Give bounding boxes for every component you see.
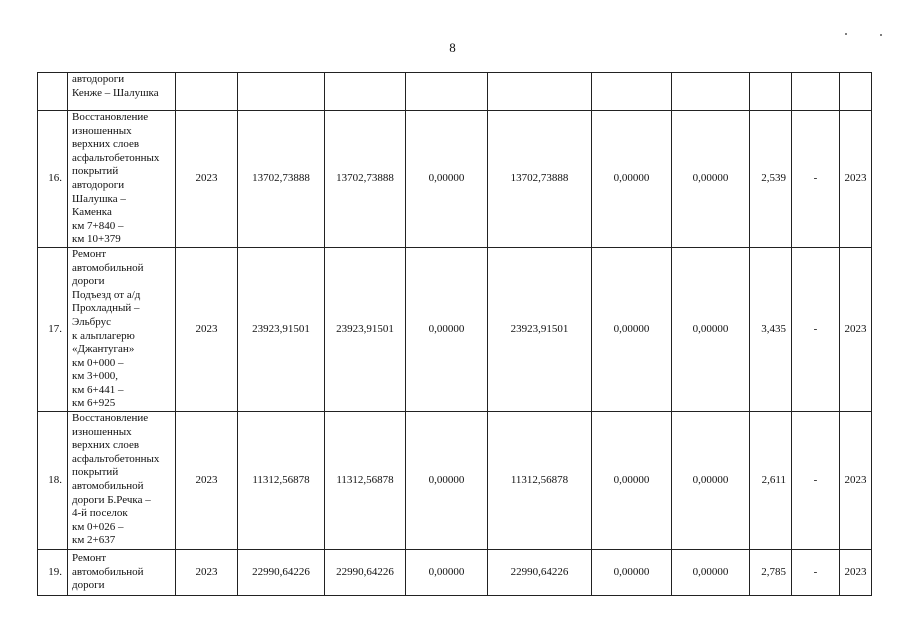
cell-3: 0,00000 [405, 246, 488, 413]
cell-2: 22990,64226 [324, 549, 406, 597]
cell-7 [749, 72, 792, 111]
cell-4: 23923,91501 [487, 246, 592, 413]
cell-5: 0,00000 [591, 246, 672, 413]
object-name: автодороги Кенже – Шалушка [67, 72, 176, 111]
table-row: 17. Ремонт автомобильной дороги Подъезд о… [37, 246, 872, 413]
row-number: 19. [37, 549, 68, 597]
cell-2: 13702,73888 [324, 110, 406, 248]
cell-9: 2023 [839, 549, 872, 597]
cell-0: 2023 [175, 549, 238, 597]
object-name: Ремонт автомобильной дороги [67, 549, 176, 597]
cell-6: 0,00000 [671, 110, 750, 248]
table-row: 16. Восстановление изношенных верхних сло… [37, 110, 872, 248]
cell-2 [324, 72, 406, 111]
cell-7: 2,611 [749, 411, 792, 551]
cell-1: 23923,91501 [237, 246, 325, 413]
cell-5 [591, 72, 672, 111]
row-number: 17. [37, 246, 68, 413]
cell-9: 2023 [839, 110, 872, 248]
cell-9: 2023 [839, 246, 872, 413]
row-number: 16. [37, 110, 68, 248]
cell-3: 0,00000 [405, 549, 488, 597]
cell-2: 23923,91501 [324, 246, 406, 413]
row-number [37, 72, 68, 111]
cell-0 [175, 72, 238, 111]
cell-5: 0,00000 [591, 110, 672, 248]
cell-4: 22990,64226 [487, 549, 592, 597]
cell-3: 0,00000 [405, 411, 488, 551]
cell-0: 2023 [175, 246, 238, 413]
cell-6: 0,00000 [671, 246, 750, 413]
object-name: Восстановление изношенных верхних слоев … [67, 411, 176, 551]
cell-5: 0,00000 [591, 411, 672, 551]
cell-8 [791, 72, 840, 111]
cell-1 [237, 72, 325, 111]
cell-3 [405, 72, 488, 111]
cell-4: 13702,73888 [487, 110, 592, 248]
scan-speck [845, 33, 847, 35]
scan-speck [880, 34, 882, 36]
object-name: Восстановление изношенных верхних слоев … [67, 110, 176, 248]
cell-8: - [791, 411, 840, 551]
cell-0: 2023 [175, 110, 238, 248]
cell-1: 13702,73888 [237, 110, 325, 248]
cell-4: 11312,56878 [487, 411, 592, 551]
page-number: 8 [449, 40, 456, 55]
cell-7: 3,435 [749, 246, 792, 413]
cell-5: 0,00000 [591, 549, 672, 597]
cell-7: 2,785 [749, 549, 792, 597]
table-row: 19. Ремонт автомобильной дороги 2023 22990,… [37, 549, 872, 597]
cell-4 [487, 72, 592, 111]
cell-1: 11312,56878 [237, 411, 325, 551]
row-number: 18. [37, 411, 68, 551]
cell-9: 2023 [839, 411, 872, 551]
cell-1: 22990,64226 [237, 549, 325, 597]
cell-6: 0,00000 [671, 549, 750, 597]
roads-table: автодороги Кенже – Шалушка 16. Восстановле… [37, 72, 872, 597]
cell-9 [839, 72, 872, 111]
cell-8: - [791, 110, 840, 248]
object-name: Ремонт автомобильной дороги Подъезд от а… [67, 246, 176, 413]
cell-0: 2023 [175, 411, 238, 551]
cell-8: - [791, 246, 840, 413]
table-row: 18. Восстановление изношенных верхних сло… [37, 411, 872, 551]
cell-3: 0,00000 [405, 110, 488, 248]
cell-8: - [791, 549, 840, 597]
cell-7: 2,539 [749, 110, 792, 248]
cell-6: 0,00000 [671, 411, 750, 551]
cell-6 [671, 72, 750, 111]
table-row: автодороги Кенже – Шалушка [37, 72, 872, 111]
cell-2: 11312,56878 [324, 411, 406, 551]
